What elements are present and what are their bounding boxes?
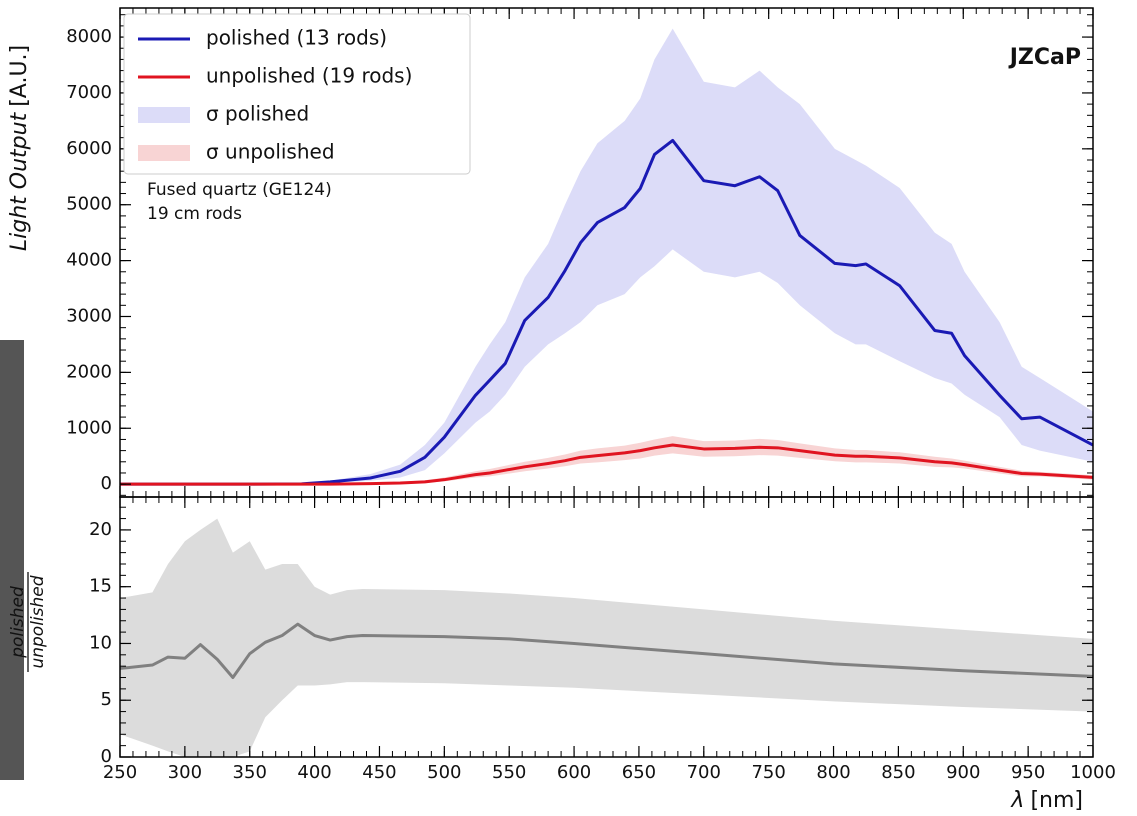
y-tick-label: 6000 (66, 138, 112, 159)
background-photo-fragment (0, 340, 24, 780)
x-tick-label: 700 (687, 762, 721, 783)
legend-swatch (138, 145, 190, 161)
legend-swatch (138, 107, 190, 123)
x-axis-label: λ[nm] (1010, 788, 1083, 813)
y-tick-label: 2000 (66, 361, 112, 382)
y-axis-label: Light Output [A.U.] (7, 45, 32, 251)
x-tick-label: 650 (622, 762, 656, 783)
y-tick-label: 7000 (66, 82, 112, 103)
x-tick-label: 900 (946, 762, 980, 783)
x-axis-label-symbol: λ (1010, 788, 1024, 813)
y-tick-label: 20 (89, 519, 112, 540)
x-tick-label: 350 (233, 762, 267, 783)
annotation: Fused quartz (GE124) (147, 180, 332, 200)
experiment-label: JZCaP (1008, 45, 1081, 70)
y-tick-label: 0 (101, 473, 112, 494)
x-tick-label: 250 (103, 762, 137, 783)
error-band (120, 519, 1093, 757)
y-axis-label-denominator: unpolished (28, 575, 48, 668)
legend-label: unpolished (19 rods) (206, 64, 412, 88)
x-tick-label: 600 (557, 762, 591, 783)
error-band (120, 436, 1093, 484)
y-tick-label: 5 (101, 689, 112, 710)
x-tick-label: 300 (168, 762, 202, 783)
y-tick-label: 10 (89, 632, 112, 653)
x-tick-label: 400 (297, 762, 331, 783)
annotation: 19 cm rods (147, 204, 242, 224)
legend-label: σ unpolished (206, 140, 335, 164)
y-tick-label: 4000 (66, 250, 112, 271)
x-tick-label: 800 (816, 762, 850, 783)
x-tick-label: 550 (492, 762, 526, 783)
x-tick-label: 950 (1011, 762, 1045, 783)
y-axis-label-name: Light Output (7, 111, 32, 251)
page: {"chart_data": [ {"type": "line", "ylabe… (0, 0, 1137, 816)
y-tick-label: 3000 (66, 305, 112, 326)
legend-label: σ polished (206, 102, 309, 126)
x-tick-label: 1000 (1070, 762, 1116, 783)
x-tick-label: 450 (362, 762, 396, 783)
y-tick-label: 8000 (66, 26, 112, 47)
x-tick-label: 750 (751, 762, 785, 783)
x-tick-label: 500 (427, 762, 461, 783)
y-axis-label-unit: [A.U.] (7, 45, 32, 107)
legend-label: polished (13 rods) (206, 26, 387, 50)
y-axis-label-numerator: polished (8, 586, 28, 659)
x-axis-label-unit: [nm] (1030, 788, 1083, 813)
y-tick-label: 5000 (66, 194, 112, 215)
y-tick-label: 15 (89, 576, 112, 597)
x-tick-label: 850 (881, 762, 915, 783)
chart: 0 1000 2000 3000 4000 5000 6000 7000 8000 Light O… (0, 0, 1137, 816)
y-tick-label: 1000 (66, 417, 112, 438)
plot-area (120, 519, 1093, 757)
